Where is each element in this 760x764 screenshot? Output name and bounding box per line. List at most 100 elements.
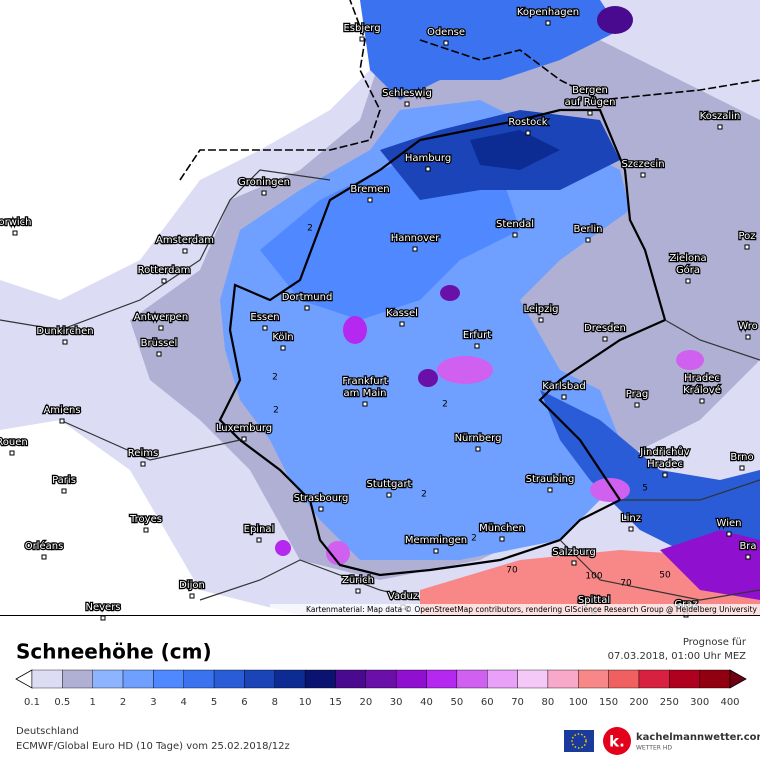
- snow-darker: [470, 130, 560, 170]
- legend-swatch: [395, 669, 427, 689]
- city-label: orwich: [0, 217, 32, 228]
- legend-swatch: [365, 669, 397, 689]
- eu-stars: [571, 733, 587, 749]
- legend-label: 50: [451, 697, 464, 708]
- border-germany: [218, 108, 667, 577]
- city-marker: [412, 246, 418, 252]
- city-marker: [256, 537, 262, 543]
- legend-swatch: [578, 669, 609, 689]
- city-marker: [561, 394, 567, 400]
- city-marker: [699, 398, 705, 404]
- city-marker: [41, 554, 47, 560]
- contour-label: 2: [272, 373, 278, 383]
- city-label: Hamburg: [405, 153, 451, 164]
- city-label: Szczecin: [621, 159, 664, 170]
- city-label: Luxemburg: [216, 423, 272, 434]
- city-marker: [241, 436, 247, 442]
- brand-logo-letter: k.: [609, 733, 625, 751]
- city-marker: [474, 343, 480, 349]
- city-marker: [662, 472, 668, 478]
- map: Esbjerg Odense Kopenhagen Schleswig Bergenau…: [0, 0, 760, 621]
- city-marker: [538, 317, 544, 323]
- city-label: Hradec: [647, 459, 683, 470]
- city-marker: [362, 401, 368, 407]
- legend-label: 100: [569, 697, 588, 708]
- contour-label: 50: [659, 571, 671, 581]
- legend-label: 40: [420, 697, 433, 708]
- contour-label: 100: [585, 572, 602, 582]
- city-marker: [587, 110, 593, 116]
- city-marker: [100, 615, 106, 621]
- snow-peak: [343, 316, 367, 344]
- legend-swatch: [456, 669, 488, 689]
- legend-title: Schneehöhe (cm): [16, 640, 212, 664]
- brand[interactable]: kachelmannwetter.com: [636, 732, 760, 743]
- city-marker: [726, 531, 732, 537]
- city-label: auf Rügen: [565, 97, 616, 108]
- legend-label: 70: [511, 697, 524, 708]
- city-label: Berlin: [573, 224, 602, 235]
- legend-label: 15: [329, 697, 342, 708]
- contour-label: 2: [471, 534, 477, 544]
- city-label: Schleswig: [382, 88, 432, 99]
- legend-swatch: [274, 669, 306, 689]
- city-label: Wien: [717, 518, 742, 529]
- city-marker: [425, 166, 431, 172]
- legend-swatch: [699, 669, 731, 689]
- city-label: Kopenhagen: [517, 7, 579, 18]
- city-label: Nevers: [85, 602, 120, 613]
- city-label: Zielona: [669, 253, 706, 264]
- contour-label: 2: [421, 490, 427, 500]
- coastline: [179, 0, 760, 181]
- city-marker: [602, 336, 608, 342]
- legend-label: 250: [660, 697, 679, 708]
- city-marker: [143, 527, 149, 533]
- city-label: Bergen: [572, 85, 608, 96]
- city-marker: [189, 593, 195, 599]
- city-label: Troyes: [129, 514, 162, 525]
- city-label: Bra: [739, 541, 756, 552]
- city-label: Essen: [250, 312, 279, 323]
- attribution-bg: [270, 604, 760, 615]
- city-label: Frankfurt: [342, 376, 387, 387]
- snow-alps: [420, 550, 760, 615]
- city-marker: [386, 492, 392, 498]
- snow-peak: [597, 6, 633, 34]
- city-marker: [9, 450, 15, 456]
- snow-peak: [440, 285, 460, 301]
- legend-swatch: [31, 669, 63, 689]
- legend-label: 1: [90, 697, 96, 708]
- attribution: Kartenmaterial: Map data © OpenStreetMap…: [306, 605, 758, 614]
- city-label: Koszalin: [700, 111, 741, 122]
- city-label: Dresden: [584, 323, 626, 334]
- legend: 0.1 0.5 1 2 3 4 5 6 8 10 15 20 30 40 50 60 70 80 100 150 200…: [15, 669, 747, 708]
- city-marker: [62, 339, 68, 345]
- city-marker: [745, 554, 751, 560]
- snow-east: [540, 390, 760, 560]
- city-label: Groningen: [238, 177, 290, 188]
- contour-label: 70: [506, 566, 518, 576]
- city-label: Kassel: [386, 308, 418, 319]
- city-label: Hradec: [684, 373, 720, 384]
- city-label: Köln: [272, 332, 293, 343]
- legend-swatch: [244, 669, 275, 689]
- snow-peak: [437, 356, 493, 384]
- city-label: Straubing: [526, 474, 575, 485]
- city-marker: [525, 130, 531, 136]
- city-label: Vaduz: [388, 591, 418, 602]
- city-label: Wro: [738, 321, 757, 332]
- legend-swatch: [213, 669, 245, 689]
- city-marker: [280, 345, 286, 351]
- city-label: Stuttgart: [367, 479, 412, 490]
- legend-label: 150: [599, 697, 618, 708]
- legend-label: 10: [299, 697, 312, 708]
- legend-label: 60: [481, 697, 494, 708]
- city-label: Rotterdam: [138, 265, 191, 276]
- city-marker: [355, 588, 361, 594]
- city-label: Spittal: [578, 595, 610, 606]
- city-label: Poz: [738, 231, 755, 242]
- city-label: Linz: [621, 513, 641, 524]
- city-marker: [433, 548, 439, 554]
- city-marker: [739, 465, 745, 471]
